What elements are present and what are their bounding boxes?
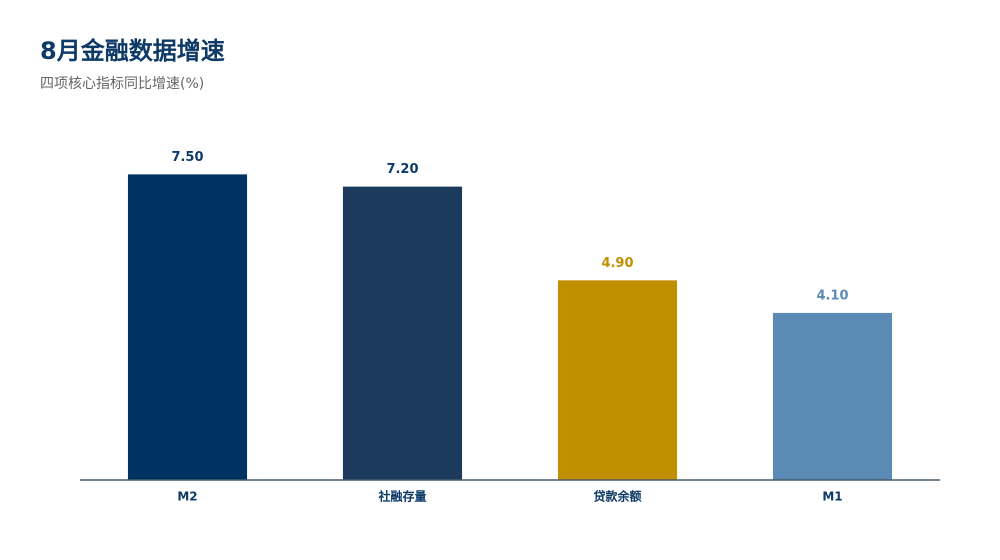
data-label: 7.50 (171, 150, 203, 165)
x-tick-label: 社融存量 (377, 489, 426, 504)
data-label: 4.90 (601, 256, 633, 271)
bar (342, 186, 463, 480)
x-tick-label: M2 (177, 490, 197, 504)
bar (772, 312, 893, 480)
x-tick-label: M1 (822, 490, 842, 504)
bar (127, 174, 248, 480)
bar (557, 280, 678, 480)
chart-title: 8月金融数据增速 (40, 37, 225, 65)
chart-subtitle: 四项核心指标同比增速(%) (40, 76, 204, 92)
data-label: 7.20 (386, 162, 418, 177)
data-label: 4.10 (816, 288, 848, 303)
x-tick-label: 贷款余额 (593, 489, 641, 504)
